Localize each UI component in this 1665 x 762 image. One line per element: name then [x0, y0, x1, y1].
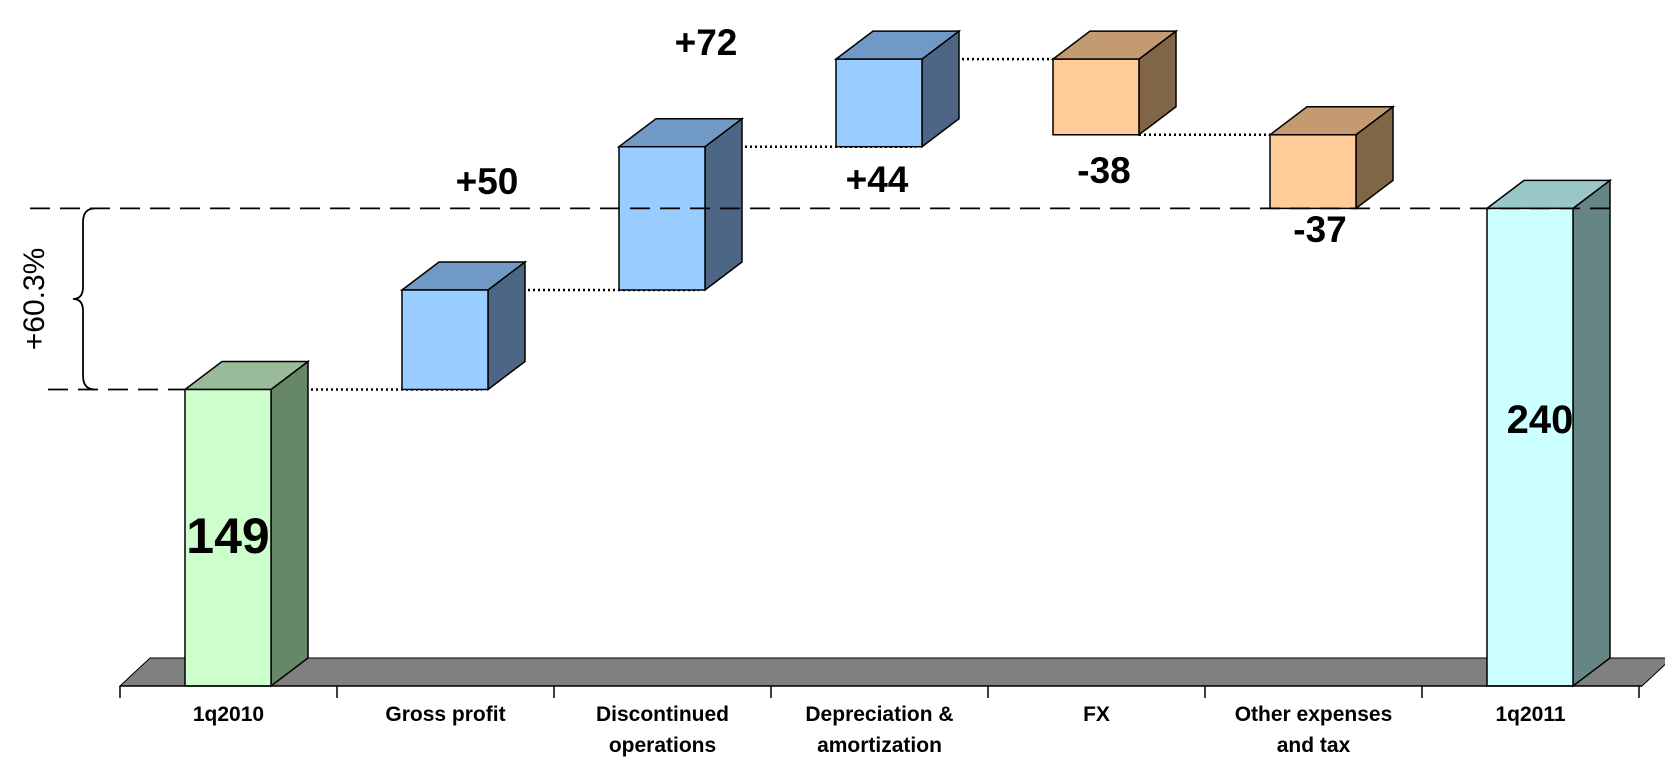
waterfall-bar	[1267, 105, 1396, 210]
waterfall-bar	[1050, 29, 1179, 137]
data-label: -38	[1077, 150, 1130, 191]
growth-brace	[72, 207, 96, 391]
x-tick-label: 1q2010	[193, 703, 264, 726]
x-tick-label-line: Gross profit	[385, 703, 505, 726]
x-tick-label-line: FX	[1083, 703, 1110, 726]
data-label: +50	[456, 161, 519, 202]
bar-side-face	[704, 117, 743, 292]
x-tick-label: FX	[1083, 703, 1110, 726]
bar-front-face	[184, 388, 272, 687]
bar-side-face	[1572, 178, 1611, 688]
data-label: +44	[846, 159, 909, 200]
bar-front-face	[835, 58, 923, 148]
x-tick-label-line: 1q2011	[1495, 703, 1565, 726]
waterfall-bar	[1484, 178, 1613, 688]
data-label: 240	[1507, 398, 1574, 442]
x-tick-label: Discontinued operations	[596, 703, 729, 757]
x-tick-label-line: operations	[609, 734, 716, 757]
x-tick-label-line: Discontinued	[596, 703, 729, 726]
bar-front-face	[1269, 134, 1357, 210]
x-tick-label: Other expenses and tax	[1235, 703, 1393, 757]
waterfall-bar	[833, 29, 962, 149]
data-label: +72	[675, 22, 738, 63]
chart-floor	[118, 657, 1665, 687]
bar-front-face	[618, 145, 706, 291]
waterfall-bar	[182, 359, 311, 688]
x-tick-label-line: 1q2010	[193, 703, 264, 726]
x-tick-label-line: and tax	[1277, 734, 1351, 757]
waterfall-bar	[399, 260, 528, 391]
bar-side-face	[270, 359, 309, 688]
x-tick-label: Gross profit	[385, 703, 505, 726]
bar-front-face	[401, 289, 489, 391]
x-tick-label: 1q2011	[1495, 703, 1565, 726]
x-tick-label-line: Depreciation &	[805, 703, 953, 726]
data-label: -37	[1293, 209, 1346, 250]
data-label: 149	[186, 508, 269, 564]
bar-front-face	[1052, 58, 1140, 136]
bar-front-face	[1486, 207, 1574, 687]
x-tick-label-line: Other expenses	[1235, 703, 1393, 726]
x-tick-label-line: amortization	[817, 734, 942, 757]
x-tick-label: Depreciation & amortization	[805, 703, 953, 757]
waterfall-bar	[616, 117, 745, 292]
growth-annotation-label: +60.3%	[18, 248, 51, 351]
